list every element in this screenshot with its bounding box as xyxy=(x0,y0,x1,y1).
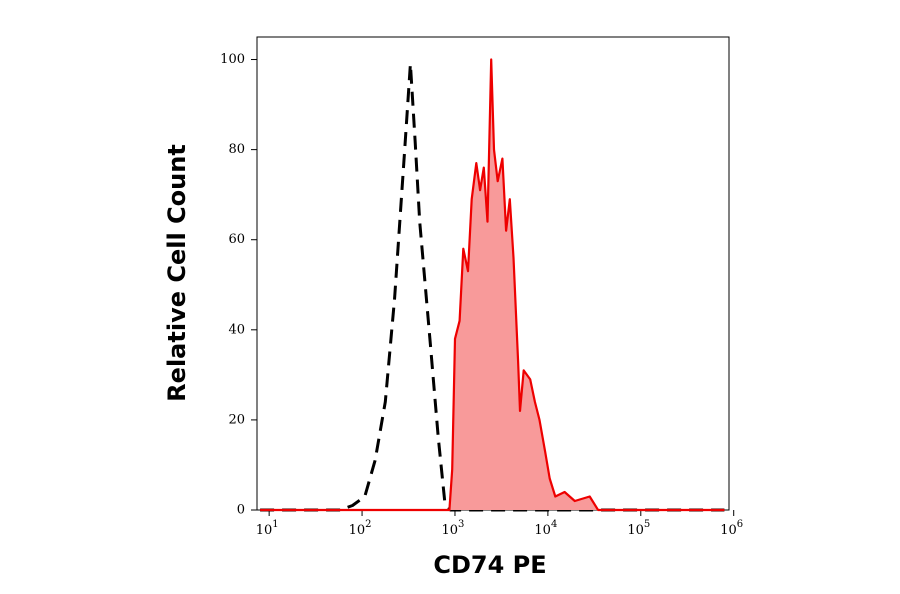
x-tick-label: 103 xyxy=(442,519,465,538)
y-tick-label: 100 xyxy=(220,52,245,67)
x-tick-exponent: 5 xyxy=(644,519,650,530)
x-axis-title: CD74 PE xyxy=(433,551,546,579)
x-tick-label: 101 xyxy=(256,519,279,538)
x-tick-base: 10 xyxy=(349,523,366,538)
x-tick-base: 10 xyxy=(720,523,737,538)
x-tick-label: 106 xyxy=(720,519,743,538)
x-tick-base: 10 xyxy=(256,523,273,538)
histogram-area xyxy=(260,59,725,510)
y-tick-label: 60 xyxy=(228,232,245,247)
histogram-line xyxy=(260,58,725,512)
y-tick-label: 0 xyxy=(237,503,245,518)
y-tick-label: 20 xyxy=(228,412,245,427)
y-tick-label: 80 xyxy=(228,142,245,157)
x-tick-label: 102 xyxy=(349,519,372,538)
x-tick-exponent: 2 xyxy=(365,519,371,530)
x-tick-base: 10 xyxy=(442,523,459,538)
x-tick-label: 104 xyxy=(534,519,557,538)
x-tick-exponent: 6 xyxy=(737,519,743,530)
x-tick-exponent: 4 xyxy=(551,519,557,530)
x-tick-label: 105 xyxy=(627,519,650,538)
x-tick-exponent: 3 xyxy=(458,519,464,530)
y-axis-title: Relative Cell Count xyxy=(163,144,191,402)
x-tick-exponent: 1 xyxy=(272,519,278,530)
x-tick-base: 10 xyxy=(534,523,551,538)
y-tick-label: 40 xyxy=(228,322,245,337)
x-tick-base: 10 xyxy=(627,523,644,538)
